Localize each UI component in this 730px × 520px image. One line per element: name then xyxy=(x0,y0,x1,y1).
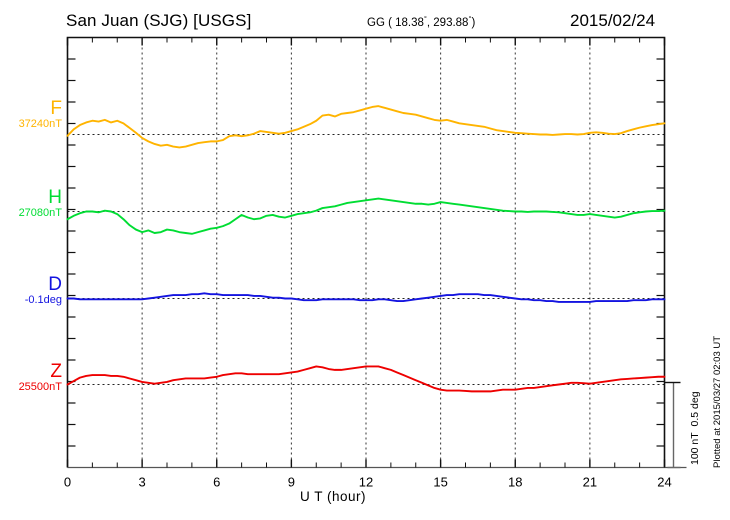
plotted-at-timestamp: Plotted at 2015/03/27 02:03 UT xyxy=(712,335,723,468)
trace-line-D xyxy=(66,292,666,303)
x-tick-label: 21 xyxy=(583,475,597,490)
trace-name-D: D xyxy=(48,274,62,295)
trace-line-Z xyxy=(66,365,666,393)
x-tick-label: 15 xyxy=(433,475,447,490)
geo-suffix: ) xyxy=(471,16,476,29)
trace-baseline-Z: 25500nT xyxy=(18,381,62,393)
trace-label-H: H 27080nT xyxy=(0,188,62,220)
trace-baseline-D: -0.1deg xyxy=(24,294,62,306)
trace-name-H: H xyxy=(48,187,62,208)
scale-bar-nt: 100 nT xyxy=(689,432,701,465)
scale-bar-deg: 0.5 deg xyxy=(689,391,701,427)
x-tick-label: 9 xyxy=(288,475,295,490)
x-axis-title: U T (hour) xyxy=(300,489,367,504)
trace-label-F: F 37240nT xyxy=(0,99,62,131)
trace-line-H xyxy=(66,197,666,235)
trace-name-Z: Z xyxy=(50,361,62,382)
trace-baseline-F: 37240nT xyxy=(18,118,62,130)
degree-symbol-lat: ° xyxy=(423,14,427,23)
trace-label-D: D -0.1deg xyxy=(0,275,62,307)
trace-line-F xyxy=(66,105,666,149)
geo-prefix: GG ( 18.38 xyxy=(367,16,424,29)
x-tick-label: 18 xyxy=(508,475,522,490)
x-tick-label: 0 xyxy=(64,475,71,490)
station-title: San Juan (SJG) [USGS] xyxy=(66,11,252,30)
x-tick-label: 3 xyxy=(139,475,146,490)
trace-baseline-H: 27080nT xyxy=(18,207,62,219)
trace-label-Z: Z 25500nT xyxy=(0,362,62,394)
x-tick-label: 6 xyxy=(213,475,220,490)
x-tick-label: 24 xyxy=(657,475,671,490)
degree-symbol-lon: ° xyxy=(468,14,472,23)
observation-date: 2015/02/24 xyxy=(570,11,656,30)
trace-name-F: F xyxy=(50,98,62,119)
scale-bar-caption: 100 nT 0.5 deg xyxy=(689,390,701,465)
x-tick-label: 12 xyxy=(359,475,373,490)
geo-mid: , 293.88 xyxy=(426,16,469,29)
geographic-coordinates: GG ( 18.38°, 293.88°) xyxy=(367,14,475,29)
